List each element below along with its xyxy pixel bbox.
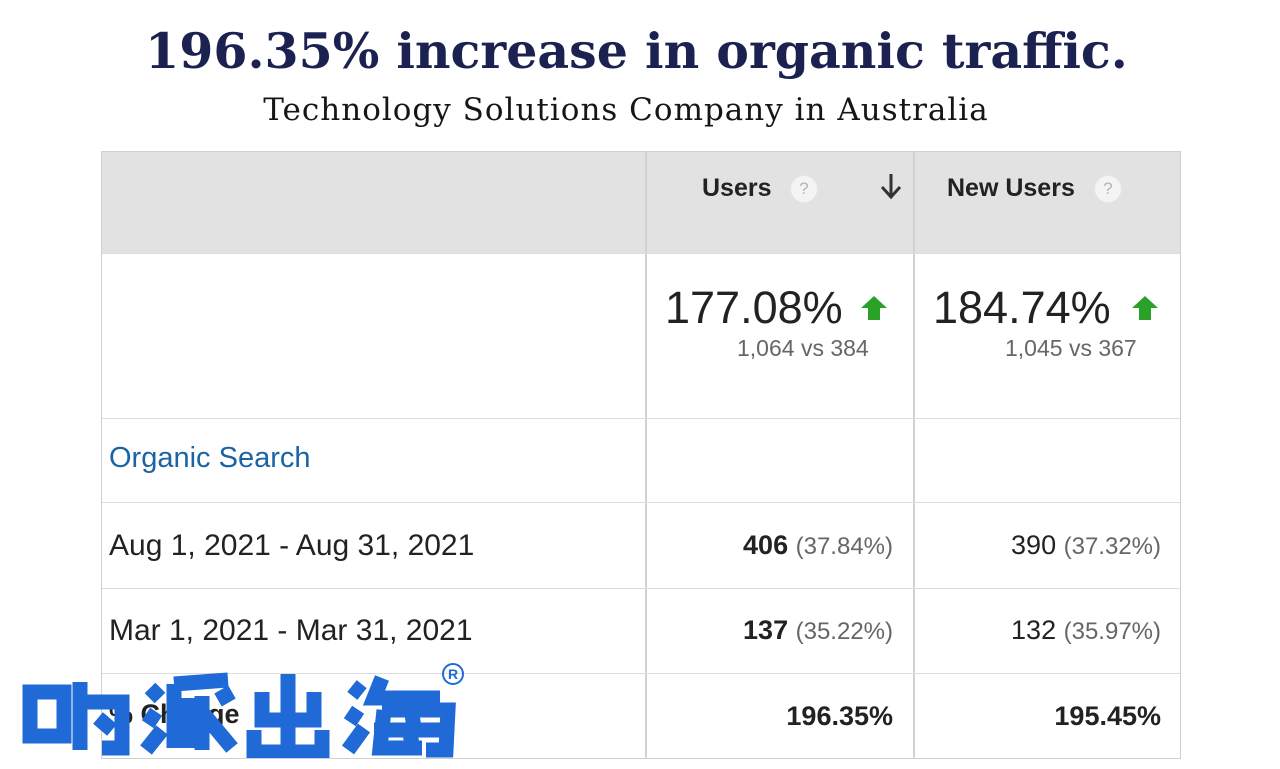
row-divider [102,418,1180,419]
row-date-range: Mar 1, 2021 - Mar 31, 2021 [109,614,473,647]
new-users-count: 132 [1011,615,1057,645]
up-arrow-icon [860,295,888,326]
new-users-value: 132 (35.97%) [915,615,1161,646]
arrow-down-icon[interactable] [878,172,904,207]
help-icon[interactable]: ? [790,175,818,203]
row-date-range: Aug 1, 2021 - Aug 31, 2021 [109,529,475,562]
new-users-comparison: 1,045 vs 367 [1005,335,1137,361]
column-divider [645,152,647,758]
help-icon[interactable]: ? [1094,175,1122,203]
row-divider [102,253,1180,254]
brand-watermark-logo: R [22,663,464,758]
segment-link-organic-search[interactable]: Organic Search [109,442,311,474]
up-arrow-icon [1131,295,1159,326]
svg-text:R: R [448,666,458,682]
users-count: 137 [743,615,789,645]
subheadline: Technology Solutions Company in Australi… [263,92,989,128]
users-share: (35.22%) [795,618,893,645]
column-header-users[interactable]: Users [702,174,772,202]
row-divider [102,673,1180,674]
column-header-new-users[interactable]: New Users [947,174,1075,202]
new-users-change-value: 195.45% [1054,701,1161,731]
column-divider [913,152,915,758]
new-users-count: 390 [1011,530,1057,560]
headline: 196.35% increase in organic traffic. [145,22,1128,80]
row-divider [102,588,1180,589]
users-change-value: 196.35% [786,701,893,731]
users-comparison: 1,064 vs 384 [737,335,869,361]
new-users-value: 390 (37.32%) [915,530,1161,561]
users-share: (37.84%) [795,533,893,560]
new-users-share: (37.32%) [1063,533,1161,560]
new-users-share: (35.97%) [1063,618,1161,645]
analytics-report-table: Users ? New Users ? 177.08% 1,064 vs 384… [101,151,1181,759]
users-count: 406 [743,530,789,560]
users-value: 137 (35.22%) [647,615,893,646]
users-percent-change: 177.08% [665,282,843,333]
table-header [102,152,1180,253]
users-value: 406 (37.84%) [647,530,893,561]
new-users-percent-change: 184.74% [933,282,1111,333]
row-divider [102,502,1180,503]
